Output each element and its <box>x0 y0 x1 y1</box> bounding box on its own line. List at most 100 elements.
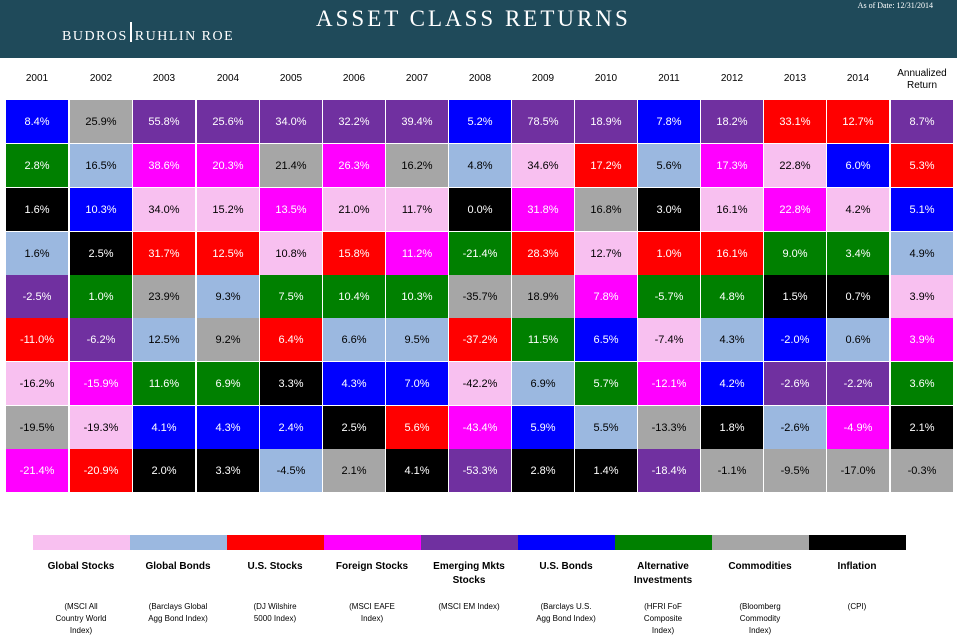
return-cell: 9.0% <box>764 232 827 276</box>
return-cell: -11.0% <box>6 318 69 362</box>
return-cell: 12.7% <box>827 100 890 144</box>
year-header: Annualized Return <box>891 68 953 92</box>
return-cell: 6.6% <box>323 318 386 362</box>
return-cell: 15.8% <box>323 232 386 276</box>
return-cell: 4.2% <box>827 188 890 232</box>
legend-index-line: (CPI) <box>847 602 867 611</box>
return-cell: 4.8% <box>449 144 512 188</box>
return-cell: 1.8% <box>701 406 764 450</box>
return-cell: 4.3% <box>701 318 764 362</box>
legend-swatch <box>33 535 130 550</box>
legend-label-line: Emerging Mkts <box>433 561 505 572</box>
return-cell: -43.4% <box>449 406 512 450</box>
return-cell: -9.5% <box>764 449 827 493</box>
return-cell: 1.6% <box>6 232 69 276</box>
legend-index-line: (MSCI All <box>64 602 98 611</box>
legend-label-line: Global Bonds <box>145 561 211 572</box>
return-cell: 2.0% <box>133 449 196 493</box>
return-cell: 5.2% <box>449 100 512 144</box>
return-cell: 2.4% <box>260 406 323 450</box>
legend-label-line: Alternative <box>637 561 689 572</box>
legend-label: Global Stocks <box>33 560 129 574</box>
return-cell: 8.7% <box>891 100 954 144</box>
return-cell: -53.3% <box>449 449 512 493</box>
return-cell: 4.3% <box>197 406 260 450</box>
return-cell: 17.3% <box>701 144 764 188</box>
return-cell: -2.6% <box>764 362 827 406</box>
return-cell: 10.8% <box>260 232 323 276</box>
return-cell: 26.3% <box>323 144 386 188</box>
return-cell: 0.6% <box>827 318 890 362</box>
return-cell: 18.9% <box>575 100 638 144</box>
legend-index-line: Index) <box>651 626 675 635</box>
year-header: 2004 <box>216 73 240 84</box>
logo-left-text: BUDROS <box>62 29 128 44</box>
return-cell: 1.0% <box>638 232 701 276</box>
return-cell: 55.8% <box>133 100 196 144</box>
legend-index: (MSCI EAFE Index) <box>324 601 420 625</box>
return-cell: 4.8% <box>701 275 764 319</box>
legend-index: (DJ Wilshire 5000 Index) <box>227 601 323 625</box>
return-cell: -37.2% <box>449 318 512 362</box>
return-cell: -15.9% <box>70 362 133 406</box>
legend-index-line: Index) <box>748 626 772 635</box>
return-cell: 7.8% <box>575 275 638 319</box>
legend-swatch <box>324 535 421 550</box>
legend-index-line: (MSCI EAFE <box>349 602 395 611</box>
return-cell: -17.0% <box>827 449 890 493</box>
return-cell: 8.4% <box>6 100 69 144</box>
return-cell: 10.3% <box>386 275 449 319</box>
return-cell: 1.6% <box>6 188 69 232</box>
return-cell: 4.1% <box>133 406 196 450</box>
return-cell: 3.3% <box>197 449 260 493</box>
return-cell: -19.3% <box>70 406 133 450</box>
legend-swatch <box>809 535 906 550</box>
return-cell: 22.8% <box>764 188 827 232</box>
year-header: 2012 <box>720 73 744 84</box>
return-cell: 10.4% <box>323 275 386 319</box>
legend-bar <box>33 535 906 553</box>
legend-index: (MSCI All Country World Index) <box>33 601 129 637</box>
return-cell: -4.9% <box>827 406 890 450</box>
return-cell: 5.5% <box>575 406 638 450</box>
year-header: 2007 <box>405 73 429 84</box>
return-cell: 6.5% <box>575 318 638 362</box>
return-cell: 1.5% <box>764 275 827 319</box>
year-header: 2008 <box>468 73 492 84</box>
return-cell: 3.9% <box>891 275 954 319</box>
legend-label-line: Inflation <box>837 561 877 572</box>
legend-index-line: (Barclays U.S. <box>540 602 592 611</box>
return-cell: 25.9% <box>70 100 133 144</box>
annualized-label-line: Annualized <box>897 68 947 79</box>
return-cell: 5.1% <box>891 188 954 232</box>
return-cell: 23.9% <box>133 275 196 319</box>
return-cell: 4.9% <box>891 232 954 276</box>
year-header: 2003 <box>152 73 176 84</box>
return-cell: 33.1% <box>764 100 827 144</box>
legend-label: Global Bonds <box>130 560 226 574</box>
return-cell: -2.5% <box>6 275 69 319</box>
return-cell: 7.8% <box>638 100 701 144</box>
return-cell: 18.9% <box>512 275 575 319</box>
return-cell: 32.2% <box>323 100 386 144</box>
return-cell: 13.5% <box>260 188 323 232</box>
legend-label: Emerging Mkts Stocks <box>421 560 517 588</box>
year-header: 2002 <box>89 73 113 84</box>
return-cell: 21.0% <box>323 188 386 232</box>
legend-index-line: Index) <box>360 614 384 623</box>
return-cell: 5.6% <box>638 144 701 188</box>
return-cell: 11.2% <box>386 232 449 276</box>
return-cell: 0.0% <box>449 188 512 232</box>
annualized-label-line: Return <box>906 80 937 91</box>
year-header: 2014 <box>846 73 870 84</box>
return-cell: -19.5% <box>6 406 69 450</box>
return-cell: 4.1% <box>386 449 449 493</box>
legend-swatch <box>421 535 518 550</box>
legend-index-line: (DJ Wilshire <box>253 602 297 611</box>
legend-index-line: (MSCI EM Index) <box>438 602 500 611</box>
legend-index-line: Agg Bond Index) <box>536 614 596 623</box>
return-cell: -7.4% <box>638 318 701 362</box>
return-cell: 17.2% <box>575 144 638 188</box>
legend-label-line: U.S. Stocks <box>247 561 303 572</box>
return-cell: 5.6% <box>386 406 449 450</box>
